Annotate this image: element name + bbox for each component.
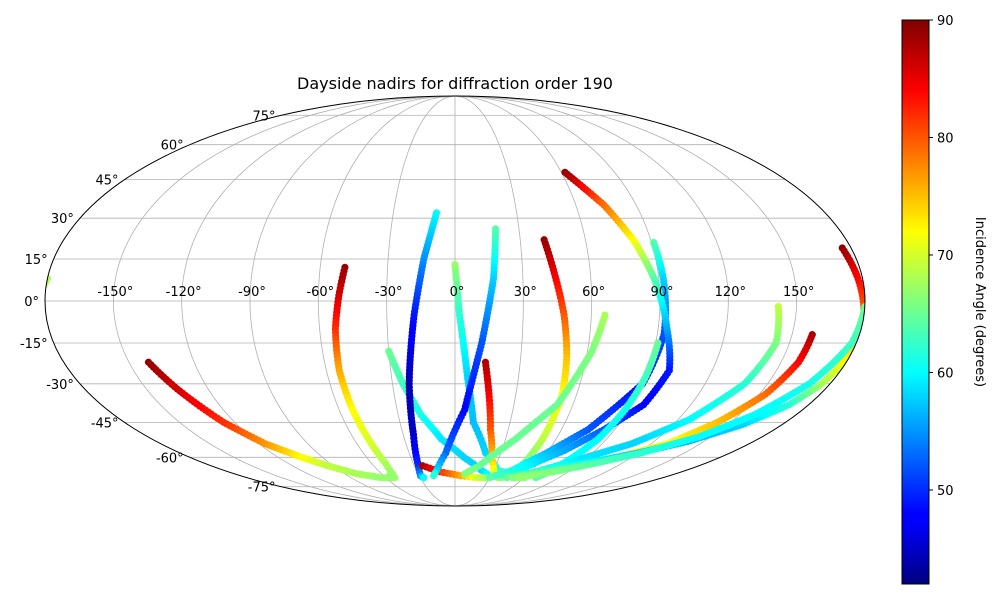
lat-tick-label: 75° [252,109,275,124]
colorbar-tick-label: 80 [937,132,954,147]
latitude-tick-labels: -75° -60° -45° -30° -15° 0° 15° 30° 45° 60° 75° [20,109,276,495]
lat-tick-label: -30° [46,378,74,393]
lon-tick-label: -120° [166,285,202,300]
lon-tick-label: 60° [582,285,605,300]
lon-tick-label: 150° [783,285,814,300]
lon-tick-label: 30° [514,285,537,300]
lat-tick-label: 45° [96,174,119,189]
lon-tick-label: -30° [375,285,403,300]
lat-tick-label: 60° [161,139,184,154]
data-point [503,474,511,482]
colorbar-tick-label: 70 [937,249,954,264]
data-point [45,285,46,293]
data-point [429,472,438,480]
colorbar-tick-label: 90 [937,14,954,29]
colorbar-tick-label: 50 [937,484,954,499]
data-point [514,474,523,482]
longitude-tick-labels: -150° -120° -90° -60° -30° 0° 30° 60° 90° 120° 150… [97,285,814,300]
colorbar-ticks: 50 60 70 80 90 [929,14,954,499]
data-point [385,472,394,480]
lon-tick-label: 120° [715,285,746,300]
data-point [420,474,428,482]
colorbar-tick-label: 60 [937,367,954,382]
chart-title: Dayside nadirs for diffraction order 190 [297,74,613,93]
data-point [461,470,469,478]
colorbar-gradient [901,19,930,585]
lon-tick-label: -150° [97,285,133,300]
data-point [493,472,501,480]
lon-tick-label: 0° [450,285,465,300]
lat-tick-label: 0° [24,295,39,310]
lat-tick-label: -45° [91,416,119,431]
lat-tick-label: -60° [156,451,184,466]
map-boundary [44,95,866,507]
colorbar: 50 60 70 80 90 Incidence Angle (degrees) [901,14,987,585]
lat-tick-label: -75° [248,481,276,496]
lat-tick-label: 15° [25,253,48,268]
lat-tick-label: 30° [51,212,74,227]
colorbar-label: Incidence Angle (degrees) [972,217,987,387]
lat-tick-label: -15° [20,337,48,352]
lon-tick-label: -90° [238,285,266,300]
lon-tick-label: -60° [306,285,334,300]
data-point [486,474,494,482]
data-point [45,278,50,286]
lon-tick-label: 90° [650,285,673,300]
data-points [45,168,865,482]
